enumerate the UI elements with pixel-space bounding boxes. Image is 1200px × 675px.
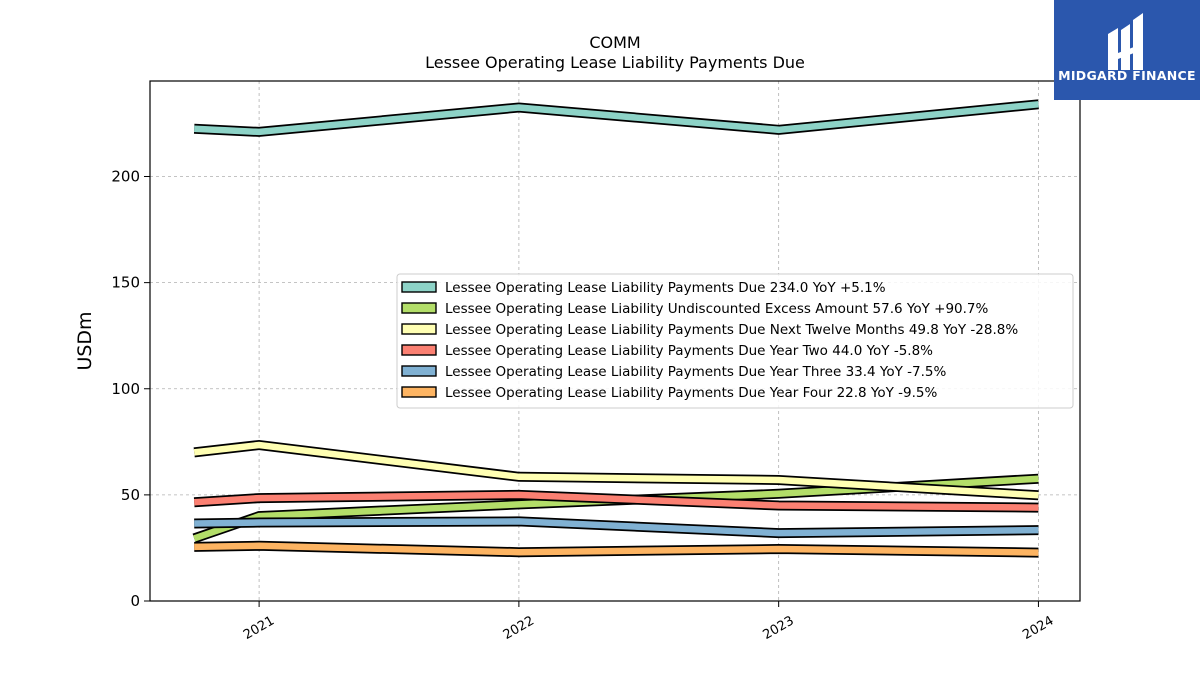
legend-swatch <box>401 302 437 314</box>
legend-swatch <box>401 281 437 293</box>
series-line-stroke <box>194 542 1039 556</box>
logo: MIDGARD FINANCE <box>1054 0 1200 100</box>
y-axis-label: USDm <box>74 311 96 370</box>
series-line-stroke <box>194 518 1039 537</box>
series-group <box>192 99 1039 558</box>
legend-swatch <box>401 365 437 377</box>
midgard-logo-icon <box>1108 13 1143 70</box>
legend-swatch <box>401 344 437 356</box>
series-line <box>193 489 1039 513</box>
series-line <box>194 540 1039 558</box>
chart-subtitle: Lessee Operating Lease Liability Payment… <box>425 53 805 72</box>
legend-entry: Lessee Operating Lease Liability Payment… <box>445 364 947 380</box>
legend-box <box>396 273 1074 409</box>
series-line-stroke <box>193 491 1039 511</box>
y-tick-label: 150 <box>111 274 140 292</box>
y-tick-label: 100 <box>111 380 140 398</box>
logo-text: MIDGARD FINANCE <box>1058 68 1196 83</box>
legend-entry: Lessee Operating Lease Liability Payment… <box>445 343 933 359</box>
chart-title: COMM <box>589 33 640 52</box>
series-line-stroke <box>193 441 1039 499</box>
legend-swatch <box>401 386 437 398</box>
series-line <box>193 439 1039 501</box>
y-tick-label: 50 <box>121 486 140 504</box>
plot-frame <box>149 80 1081 602</box>
series-line-stroke <box>194 101 1039 136</box>
legend-swatch <box>401 323 437 335</box>
legend-entry: Lessee Operating Lease Liability Undisco… <box>445 301 989 317</box>
legend-entry: Lessee Operating Lease Liability Payment… <box>445 385 938 401</box>
legend-entry: Lessee Operating Lease Liability Payment… <box>445 322 1018 338</box>
series-line <box>193 99 1039 137</box>
series-line <box>194 516 1039 539</box>
y-tick-label: 200 <box>111 168 140 186</box>
legend: Lessee Operating Lease Liability Payment… <box>396 273 1074 409</box>
y-tick-label: 0 <box>130 592 140 610</box>
legend-entry: Lessee Operating Lease Liability Payment… <box>445 280 886 296</box>
